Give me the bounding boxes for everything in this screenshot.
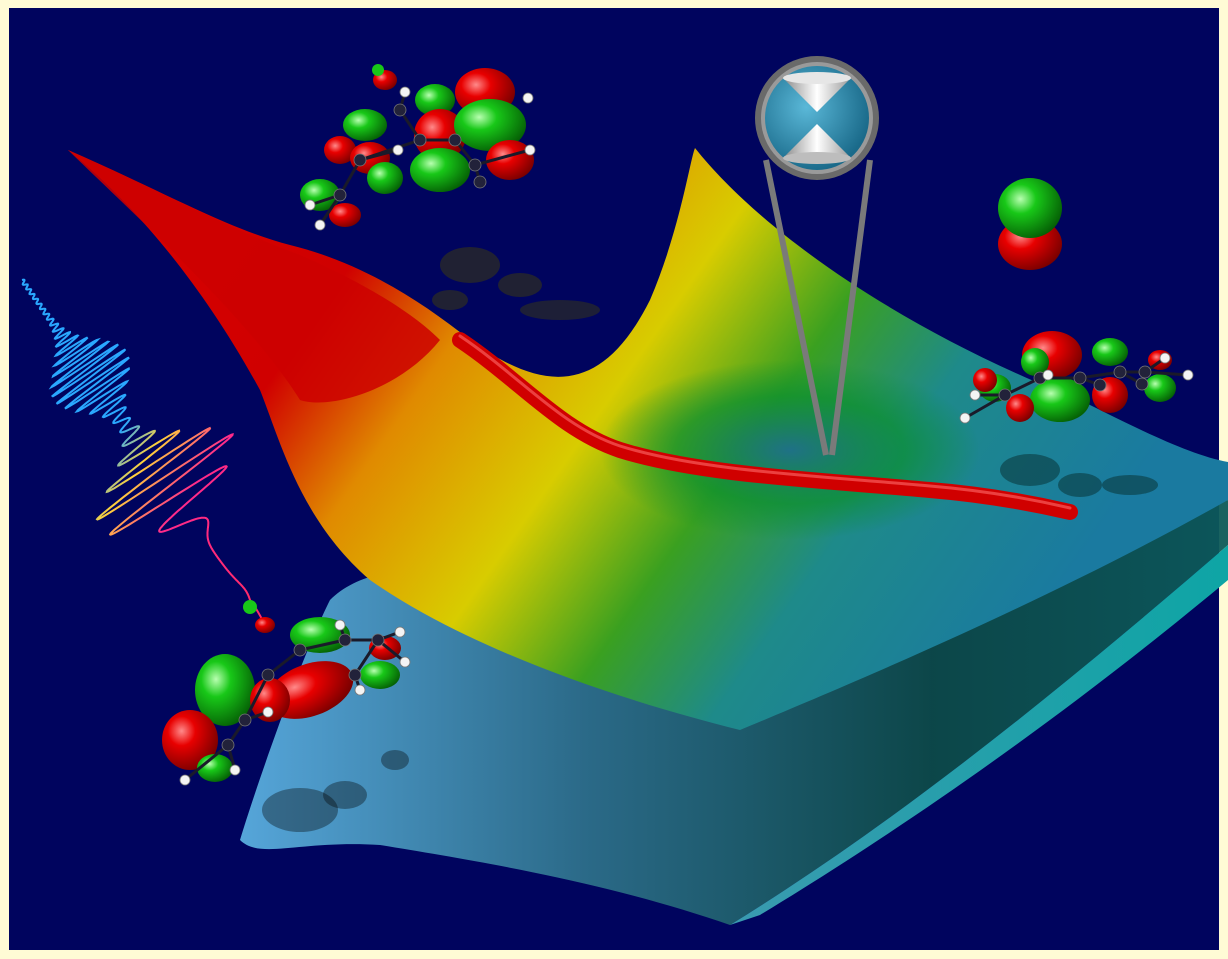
bond	[474, 148, 531, 167]
molecule-top-left	[300, 64, 536, 231]
carbon-atom	[1138, 365, 1152, 379]
hydrogen-atom	[229, 764, 241, 776]
hydrogen-atom	[262, 706, 274, 718]
potential-energy-surface-upper	[68, 148, 1228, 730]
hydrogen-atom	[394, 626, 406, 638]
bond	[359, 148, 399, 162]
carbon-atom	[1093, 378, 1107, 392]
bond	[299, 638, 346, 652]
carbon-atom	[413, 133, 427, 147]
carbon-atom	[393, 103, 407, 117]
carbon-atom	[261, 668, 275, 682]
bond	[338, 159, 362, 196]
hydrogen-atom	[522, 92, 534, 104]
double-cone-icon	[783, 72, 851, 164]
carbon-atom	[293, 643, 307, 657]
carbon-atom	[238, 713, 252, 727]
hydrogen-atom	[399, 656, 411, 668]
hydrogen-atom	[304, 199, 316, 211]
hydrogen-atom	[334, 619, 346, 631]
bond	[243, 674, 270, 721]
bond	[267, 648, 301, 677]
bond	[964, 393, 1006, 420]
hydrogen-atom	[524, 144, 536, 156]
hydrogen-atom	[399, 86, 411, 98]
hydrogen-atom	[354, 684, 366, 696]
hydrogen-atom	[179, 774, 191, 786]
hydrogen-atom	[969, 389, 981, 401]
atomic-orbital	[998, 178, 1062, 270]
carbon-atom	[998, 388, 1012, 402]
carbon-atom	[371, 633, 385, 647]
carbon-atom	[473, 175, 487, 189]
bond	[353, 639, 380, 676]
laser-pulse-waveform	[21, 278, 251, 601]
hydrogen-atom	[392, 144, 404, 156]
carbon-atom	[468, 158, 482, 172]
carbon-atom	[448, 133, 462, 147]
carbon-atom	[1113, 365, 1127, 379]
carbon-atom	[353, 153, 367, 167]
hydrogen-atom	[1182, 369, 1194, 381]
carbon-atom	[348, 668, 362, 682]
carbon-atom	[1135, 377, 1149, 391]
hydrogen-atom	[959, 412, 971, 424]
bond	[1079, 370, 1121, 380]
carbon-atom	[1073, 371, 1087, 385]
hydrogen-atom	[314, 219, 326, 231]
bond	[1144, 370, 1189, 377]
bond	[184, 743, 229, 782]
carbon-atom	[338, 633, 352, 647]
molecule-bottom-left	[162, 600, 411, 786]
carbon-atom	[333, 188, 347, 202]
bond	[1004, 376, 1041, 397]
conical-intersection-magnifier	[755, 56, 879, 456]
hydrogen-atom	[1159, 352, 1171, 364]
hydrogen-atom	[1042, 369, 1054, 381]
carbon-atom	[221, 738, 235, 752]
reaction-path	[452, 332, 1078, 520]
molecule-right	[959, 331, 1194, 424]
